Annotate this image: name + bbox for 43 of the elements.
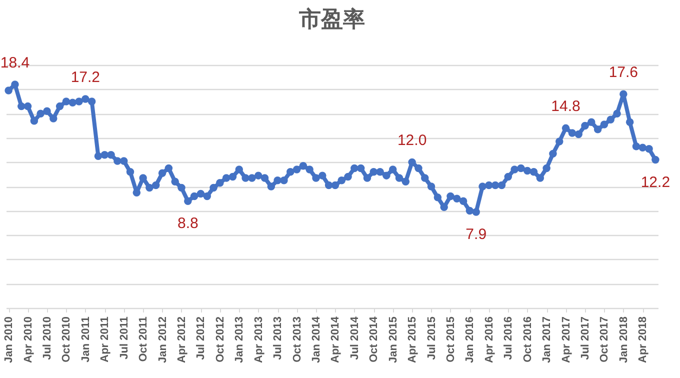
x-tick-label: Apr 2014	[330, 316, 342, 363]
x-tick-label: Jan 2012	[156, 316, 169, 363]
x-tick-label: Apr 2012	[176, 316, 188, 363]
x-tick-label: Jul 2017	[579, 316, 592, 360]
x-tick-label: Jan 2015	[387, 316, 400, 363]
x-tick-label: Apr 2018	[637, 316, 650, 363]
data-label: 14.8	[551, 98, 580, 116]
x-tick-label: Oct 2017	[598, 316, 611, 362]
x-tick-label: Jan 2010	[3, 316, 16, 363]
x-tick-label: Jan 2016	[464, 316, 476, 363]
x-tick-label: Apr 2011	[99, 316, 112, 362]
x-tick-label: Apr 2016	[483, 316, 496, 363]
x-tick-label: Oct 2016	[522, 316, 534, 362]
data-label: 18.4	[0, 54, 30, 72]
data-label: 17.6	[608, 64, 638, 82]
x-tick-label: Oct 2013	[291, 316, 304, 362]
x-tick-label: Jul 2013	[272, 316, 284, 360]
data-label: 7.9	[466, 226, 487, 244]
x-tick-label: Oct 2010	[60, 316, 73, 362]
data-label: 12.0	[397, 132, 427, 150]
data-label: 17.2	[70, 69, 100, 86]
x-tick-label: Jan 2014	[310, 316, 322, 363]
data-label: 8.8	[177, 215, 198, 232]
x-tick-label: Oct 2012	[214, 316, 226, 362]
x-tick-label: Jan 2017	[541, 316, 554, 363]
x-tick-label: Oct 2015	[444, 316, 457, 362]
x-tick-label: Jan 2018	[618, 316, 630, 363]
x-tick-label: Apr 2013	[252, 316, 265, 363]
x-tick-label: Jul 2014	[348, 316, 361, 360]
x-tick-label: Oct 2014	[368, 316, 380, 362]
x-tick-label: Jul 2016	[502, 316, 515, 360]
x-tick-label: Jan 2011	[80, 316, 92, 362]
x-tick-label: Jul 2010	[41, 316, 54, 360]
x-tick-label: Jul 2012	[195, 316, 208, 360]
x-tick-label: Apr 2017	[560, 316, 572, 363]
x-tick-label: Jul 2015	[426, 316, 438, 360]
data-label: 12.2	[640, 174, 670, 191]
x-tick-label: Apr 2010	[22, 316, 34, 363]
x-tick-label: Jul 2011	[118, 316, 130, 360]
chart-title: 市盈率	[298, 6, 365, 32]
x-tick-label: Jan 2013	[234, 316, 246, 363]
x-tick-label: Oct 2011	[138, 316, 150, 362]
x-tick-label: Apr 2015	[406, 316, 419, 363]
